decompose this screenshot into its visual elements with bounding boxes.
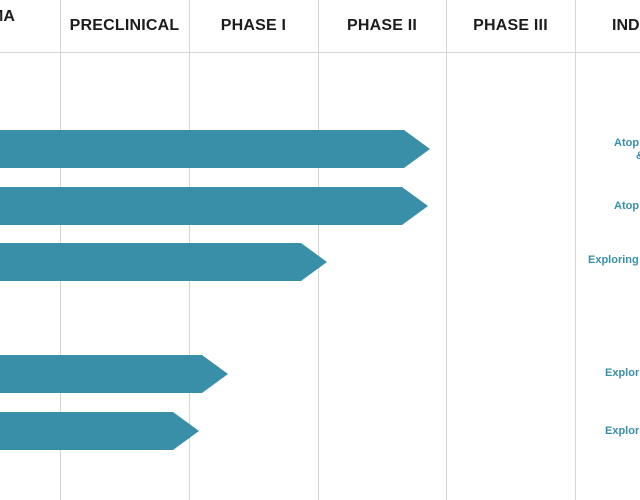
indication-3-line1: Exploring bbox=[588, 254, 639, 266]
header-program-column: MA S bbox=[0, 8, 58, 44]
program-bar-1 bbox=[0, 130, 430, 168]
indication-1-line2: & bbox=[614, 150, 640, 163]
indication-3: Exploring bbox=[588, 254, 639, 267]
program-bar-5 bbox=[0, 412, 199, 450]
header-indication: IND bbox=[612, 17, 640, 34]
indication-1: Atop & bbox=[614, 137, 640, 163]
program-bar-2 bbox=[0, 187, 428, 225]
grid-line bbox=[446, 0, 447, 500]
header-preclinical: PRECLINICAL bbox=[69, 17, 180, 34]
indication-5: Explor bbox=[605, 425, 639, 438]
header-divider bbox=[0, 52, 640, 53]
indication-2: Atop bbox=[614, 200, 639, 213]
indication-2-line1: Atop bbox=[614, 200, 640, 212]
grid-line bbox=[575, 0, 576, 500]
header-phase-3: PHASE III bbox=[473, 17, 548, 34]
header-program-line1: MA bbox=[0, 8, 15, 25]
grid-line bbox=[318, 0, 319, 500]
header-program-line2: S bbox=[0, 26, 58, 44]
program-bar-3 bbox=[0, 243, 327, 281]
program-bar-4 bbox=[0, 355, 228, 393]
header-phase-2: PHASE II bbox=[346, 17, 418, 34]
indication-4: Explor bbox=[605, 367, 639, 380]
indication-1-line1: Atop bbox=[614, 137, 640, 149]
indication-4-line1: Explor bbox=[605, 367, 640, 379]
indication-5-line1: Explor bbox=[605, 425, 640, 437]
header-phase-1: PHASE I bbox=[220, 17, 287, 34]
